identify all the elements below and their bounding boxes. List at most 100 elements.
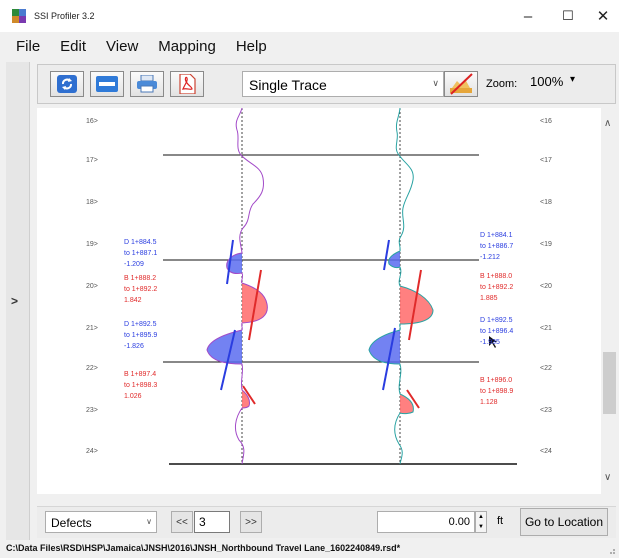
- next-page-button[interactable]: >>: [240, 511, 262, 533]
- left-tick-label: 21>: [86, 325, 98, 332]
- zoom-value[interactable]: 100%: [530, 74, 564, 89]
- annotation-value: -1.826: [124, 343, 144, 350]
- annotation-value: -1.209: [124, 261, 144, 268]
- resize-grip-icon[interactable]: [606, 545, 616, 555]
- left-tick-label: 17>: [86, 157, 98, 164]
- dip-area: [388, 251, 400, 268]
- left-trace-line: [206, 108, 268, 465]
- right-tick-label: <19: [540, 241, 552, 248]
- annotation-range-start: D 1+892.5: [480, 317, 513, 324]
- annotation-range-end: to 1+898.3: [124, 382, 157, 389]
- distance-spinner[interactable]: ▲ ▼: [475, 511, 487, 533]
- left-tick-label: 22>: [86, 365, 98, 372]
- toolbar: Single Trace ∨ Zoom: 100% ▾: [37, 64, 616, 104]
- menu-file[interactable]: File: [16, 37, 41, 55]
- menu-mapping[interactable]: Mapping: [158, 37, 216, 55]
- menu-edit[interactable]: Edit: [60, 37, 87, 55]
- annotation-range-end: to 1+886.7: [480, 243, 513, 250]
- annotation-range-end: to 1+892.2: [480, 284, 513, 291]
- file-path-status: C:\Data Files\RSD\HSP\Jamaica\JNSH\2016\…: [6, 543, 401, 553]
- right-annotation: D 1+892.5 to 1+896.4 -1.935: [480, 317, 513, 346]
- annotation-range-end: to 1+892.2: [124, 286, 157, 293]
- vertical-scrollbar[interactable]: ∧ ∨: [601, 108, 618, 494]
- left-tick-label: 16>: [86, 118, 98, 125]
- trace-mode-select[interactable]: Single Trace ∨: [242, 71, 444, 97]
- maximize-button[interactable]: ☐: [562, 8, 574, 23]
- pdf-icon: [179, 74, 196, 94]
- annotation-value: 1.885: [480, 295, 498, 302]
- minimize-button[interactable]: –: [523, 7, 533, 25]
- annotation-value: 1.026: [124, 393, 142, 400]
- feature-filter-select[interactable]: Defects ∨: [45, 511, 157, 533]
- slope-line: [383, 239, 390, 271]
- location-distance-input[interactable]: [377, 511, 475, 533]
- zoom-dropdown-icon[interactable]: ▾: [570, 74, 576, 85]
- left-annotation: B 1+897.4 to 1+898.3 1.026: [124, 371, 157, 400]
- left-tick-label: 19>: [86, 241, 98, 248]
- chevron-down-icon: ∨: [146, 517, 152, 526]
- right-trace-line: [368, 108, 434, 465]
- left-tick-label: 24>: [86, 448, 98, 455]
- slope-line: [248, 269, 262, 341]
- refresh-icon: [57, 75, 77, 93]
- right-annotation: D 1+884.1 to 1+886.7 -1.212: [480, 232, 513, 261]
- left-tick-label: 20>: [86, 283, 98, 290]
- annotation-range-end: to 1+896.4: [480, 328, 513, 335]
- left-annotation: B 1+888.2 to 1+892.2 1.842: [124, 275, 157, 304]
- slope-line: [226, 239, 234, 285]
- unit-label: ft: [497, 515, 504, 527]
- annotation-value: -1.935: [480, 339, 500, 346]
- scroll-down-icon[interactable]: ∨: [604, 472, 612, 483]
- slope-line: [220, 329, 236, 391]
- annotation-range-start: D 1+892.5: [124, 321, 157, 328]
- menu-help[interactable]: Help: [235, 37, 267, 55]
- side-panel-toggle[interactable]: >: [6, 62, 30, 540]
- profile-view[interactable]: 16> 17> 18> 19> 20> 21> 22> 23> 24> <16 …: [37, 108, 601, 494]
- pdf-export-button[interactable]: [170, 71, 204, 97]
- menu-bar: File Edit View Mapping Help: [0, 32, 619, 60]
- feature-filter-value: Defects: [51, 516, 92, 530]
- zoom-label: Zoom:: [486, 78, 518, 90]
- previous-page-button[interactable]: <<: [171, 511, 193, 533]
- annotation-value: 1.128: [480, 399, 498, 406]
- slope-line: [408, 269, 422, 341]
- profile-settings-button[interactable]: [444, 71, 478, 97]
- refresh-button[interactable]: [50, 71, 84, 97]
- navigation-bar: Defects ∨ << >> ▲▼ ft Go to Location: [37, 506, 616, 538]
- menu-view[interactable]: View: [106, 37, 139, 55]
- print-icon: [137, 75, 157, 93]
- slope-line: [382, 327, 396, 391]
- left-annotation: D 1+884.5 to 1+887.1 -1.209: [124, 239, 157, 268]
- title-bar: SSI Profiler 3.2 – ☐ ✕: [0, 0, 619, 32]
- mouse-cursor-icon: [489, 336, 497, 348]
- right-tick-label: <17: [540, 157, 552, 164]
- ruler-icon: [96, 76, 118, 92]
- scrollbar-thumb[interactable]: [603, 352, 616, 414]
- right-tick-label: <24: [540, 448, 552, 455]
- right-tick-label: <21: [540, 325, 552, 332]
- scroll-up-icon[interactable]: ∧: [604, 118, 612, 129]
- close-button[interactable]: ✕: [596, 8, 610, 25]
- bump-area: [400, 394, 414, 414]
- page-number-input[interactable]: [194, 511, 230, 533]
- annotation-range-start: B 1+888.0: [480, 273, 512, 280]
- annotation-range-start: B 1+896.0: [480, 377, 512, 384]
- annotation-range-end: to 1+898.9: [480, 388, 513, 395]
- right-annotation: B 1+896.0 to 1+898.9 1.128: [480, 377, 513, 406]
- go-to-location-button[interactable]: Go to Location: [520, 508, 608, 536]
- profile-settings-icon: [450, 73, 473, 95]
- annotation-range-end: to 1+887.1: [124, 250, 157, 257]
- slope-line: [242, 385, 256, 405]
- expand-arrow-icon: >: [11, 294, 19, 308]
- print-button[interactable]: [130, 71, 164, 97]
- left-tick-label: 18>: [86, 199, 98, 206]
- bump-area: [242, 390, 250, 408]
- right-tick-label: <18: [540, 199, 552, 206]
- trace-mode-value: Single Trace: [249, 77, 327, 93]
- right-tick-label: <16: [540, 118, 552, 125]
- ruler-button[interactable]: [90, 71, 124, 97]
- right-annotation: B 1+888.0 to 1+892.2 1.885: [480, 273, 513, 302]
- left-annotation: D 1+892.5 to 1+895.9 -1.826: [124, 321, 157, 350]
- status-bar: C:\Data Files\RSD\HSP\Jamaica\JNSH\2016\…: [0, 540, 619, 558]
